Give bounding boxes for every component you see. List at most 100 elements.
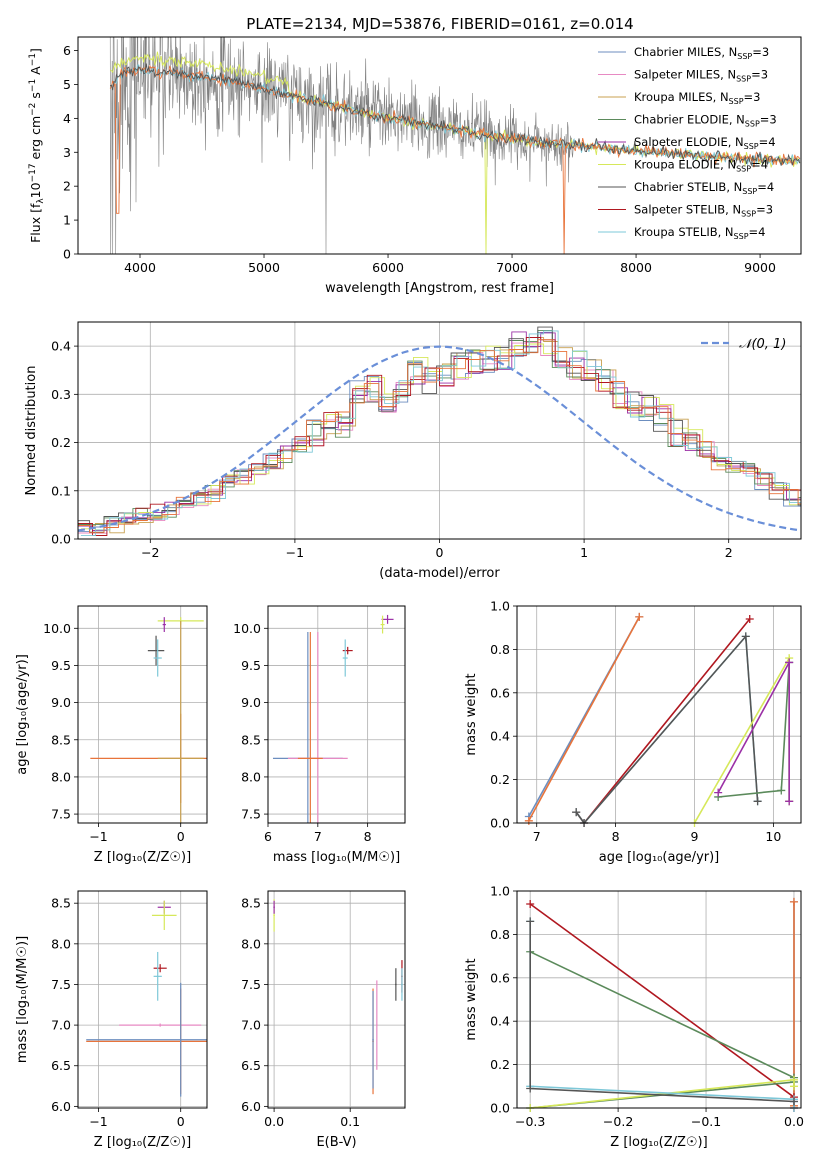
x-tick-label: −0.3 — [515, 1114, 545, 1129]
y-tick-label: 9.5 — [241, 658, 261, 673]
legend-label-part: Chabrier STELIB, N — [634, 180, 742, 194]
y-tick-label: 10.0 — [43, 621, 71, 636]
y-tick-label: 0.2 — [490, 772, 510, 787]
y-tick-label: 9.5 — [51, 658, 71, 673]
series-point-marker — [789, 897, 798, 906]
legend-label-part: =3 — [760, 113, 777, 127]
chart-mass_vs_ebv: 0.0 0.1 6.0 6.5 7.0 7.5 8.0 8.5 E(B-V) — [241, 890, 406, 1150]
axes-frame — [77, 605, 208, 824]
x-axis-label: Z [log₁₀(Z/Z☉)] — [94, 850, 191, 865]
legend-label-part: Chabrier ELODIE, N — [634, 113, 745, 127]
series-point-marker — [745, 615, 754, 624]
y-tick-label: 6.0 — [51, 1099, 71, 1114]
series-point-marker — [777, 786, 786, 795]
series-line — [717, 662, 791, 802]
gaussian-curve — [78, 345, 801, 532]
series-point-marker — [714, 788, 723, 797]
x-tick-label: 2 — [725, 545, 733, 560]
y-tick-label: 9.0 — [51, 695, 71, 710]
axes-frame — [77, 36, 802, 255]
x-tick-label: 6 — [264, 829, 272, 844]
y-tick-label: 8.0 — [241, 936, 261, 951]
x-tick-label: 0.1 — [340, 1114, 360, 1129]
y-axis-label-part: −17 — [28, 163, 38, 182]
x-tick-label: 7000 — [496, 260, 528, 275]
y-tick-label: 2 — [63, 179, 71, 194]
x-tick-label: 8000 — [620, 260, 652, 275]
legend-label-part: =4 — [751, 158, 768, 172]
legend-label-part: =3 — [751, 68, 768, 82]
series-point-marker — [635, 612, 644, 621]
y-axis-label-part: −1 — [28, 79, 38, 92]
legend-label-sub: SSP — [736, 75, 751, 84]
y-tick-label: 0 — [63, 247, 71, 262]
x-tick-label: −0.2 — [603, 1114, 633, 1129]
legend-label-part: =4 — [759, 135, 776, 149]
legend-label: Chabrier MILES, NSSP=3 — [634, 45, 769, 61]
x-axis-label: age [log₁₀(age/yr)] — [599, 850, 720, 865]
y-tick-label: 6.5 — [51, 1058, 71, 1073]
histogram-step — [78, 339, 801, 534]
legend-label-sub: SSP — [741, 210, 756, 219]
legend-label-part: Kroupa STELIB, N — [634, 225, 734, 239]
x-axis-label: E(B-V) — [316, 1135, 356, 1150]
y-tick-label: 0.1 — [51, 483, 71, 498]
legend-label-part: Kroupa MILES, N — [634, 90, 729, 104]
x-tick-label: 8 — [364, 829, 372, 844]
x-tick-label: 0 — [177, 829, 185, 844]
series-point-marker — [753, 797, 762, 806]
y-axis-label-part: λ — [36, 198, 46, 204]
y-axis-label-part: erg cm — [28, 116, 43, 164]
series-point-marker — [789, 1082, 798, 1091]
y-tick-label: 7.5 — [51, 807, 71, 822]
y-tick-label: 7.5 — [51, 977, 71, 992]
y-tick-label: 8.0 — [51, 769, 71, 784]
y-tick-label: 8.5 — [241, 896, 261, 911]
legend-label-part: Chabrier MILES, N — [634, 45, 737, 59]
series-line — [529, 921, 795, 1103]
series-point-marker — [741, 632, 750, 641]
y-tick-label: 7.5 — [241, 977, 261, 992]
histogram-step — [78, 331, 801, 532]
legend-label-sub: SSP — [742, 187, 757, 196]
y-axis-label-part: −2 — [28, 103, 38, 116]
series-point-marker — [524, 816, 533, 825]
legend-label-sub: SSP — [744, 142, 759, 151]
y-tick-label: 0.2 — [490, 1057, 510, 1072]
y-tick-label: 0.8 — [490, 927, 510, 942]
legend-label-part: =3 — [756, 203, 773, 217]
legend-label: 𝒩(0, 1) — [739, 337, 786, 352]
x-tick-label: −1 — [286, 545, 304, 560]
y-tick-label: 7.0 — [51, 1018, 71, 1033]
y-axis-label: Normed distribution — [24, 366, 39, 496]
histogram-step — [78, 329, 801, 525]
axes-frame — [267, 890, 406, 1109]
x-axis-label: Z [log₁₀(Z/Z☉)] — [610, 1135, 707, 1150]
y-tick-label: 6 — [63, 43, 71, 58]
legend-label: Salpeter STELIB, NSSP=3 — [634, 203, 773, 219]
y-tick-label: 8.0 — [241, 769, 261, 784]
histogram-step — [80, 343, 801, 531]
legend-label-part: Salpeter ELODIE, N — [634, 135, 744, 149]
y-tick-label: 0.6 — [490, 970, 510, 985]
figure-title: PLATE=2134, MJD=53876, FIBERID=0161, z=0… — [246, 15, 633, 33]
legend-label: Salpeter ELODIE, NSSP=4 — [634, 135, 776, 151]
axes-frame — [516, 605, 802, 824]
y-tick-label: 4 — [63, 111, 71, 126]
chart-mass_vs_Z: −1 0 6.0 6.5 7.0 7.5 8.0 8.5 Z [log₁₀(Z/Z☉)] mass… — [15, 890, 208, 1150]
legend-label-sub: SSP — [745, 120, 760, 129]
legend-label-part: =4 — [757, 180, 774, 194]
legend-label: Salpeter MILES, NSSP=3 — [634, 68, 768, 84]
x-tick-label: −2 — [141, 545, 159, 560]
histogram-step — [80, 330, 801, 537]
chart-weight_vs_age: 7 8 9 10 0.0 0.2 0.4 0.6 0.8 1.0 age [log₁₀(age/yr… — [464, 599, 802, 865]
x-tick-label: 0 — [177, 1114, 185, 1129]
y-tick-label: 10.0 — [233, 621, 261, 636]
x-tick-label: −1 — [89, 829, 107, 844]
x-tick-label: 10 — [765, 829, 781, 844]
series-point-marker — [526, 900, 535, 909]
y-tick-label: 8.0 — [51, 936, 71, 951]
x-tick-label: 4000 — [124, 260, 156, 275]
y-tick-label: 9.0 — [241, 695, 261, 710]
